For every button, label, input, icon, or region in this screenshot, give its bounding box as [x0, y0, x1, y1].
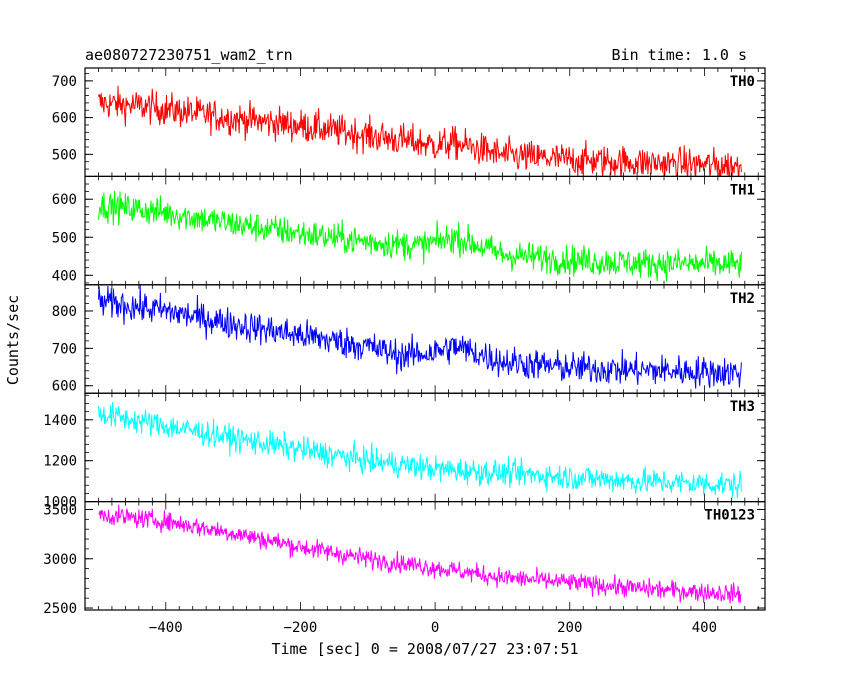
y-tick-label: 700 — [52, 341, 77, 357]
panel-frame — [84, 284, 766, 394]
y-tick-label: 600 — [52, 111, 77, 127]
y-tick-label: 800 — [52, 304, 77, 320]
y-tick-label: 600 — [52, 379, 77, 395]
y-tick-label: 500 — [52, 147, 77, 163]
panel-th1: 400 500 600 TH1 — [52, 175, 766, 286]
series-th1 — [98, 190, 742, 282]
panel-th2: 600 700 800 TH2 — [52, 284, 766, 395]
x-tick-label: 200 — [557, 620, 582, 636]
x-tick-label: −200 — [284, 620, 318, 636]
x-axis-label: Time [sec] 0 = 2008/07/27 23:07:51 — [271, 640, 578, 658]
panel-label-th0: TH0 — [730, 74, 755, 90]
series-th0123 — [98, 504, 742, 604]
y-tick-label: 700 — [52, 74, 77, 90]
y-tick-label: 1400 — [43, 413, 77, 429]
y-tick-label: 1200 — [43, 454, 77, 470]
y-tick-label: 400 — [52, 268, 77, 284]
y-axis-label: Counts/sec — [4, 295, 22, 385]
x-tick-label: 400 — [692, 620, 717, 636]
chart-title: ae080727230751_wam2_trn — [85, 46, 293, 64]
bin-time-label: Bin time: 1.0 s — [612, 46, 747, 64]
panel-th0: 500 600 700 TH0 — [52, 67, 766, 178]
panel-label-th3: TH3 — [730, 399, 755, 415]
panel-th0123: 2500 3000 3500 TH0123 — [43, 501, 766, 617]
y-tick-label: 600 — [52, 192, 77, 208]
series-th3 — [98, 401, 742, 499]
y-tick-label: 3000 — [43, 552, 77, 568]
y-tick-label: 500 — [52, 230, 77, 246]
y-tick-label: 1000 — [43, 495, 77, 511]
x-tick-label: 0 — [431, 620, 439, 636]
panel-label-th0123: TH0123 — [704, 508, 755, 524]
series-th2 — [98, 285, 742, 389]
panel-frame — [84, 501, 766, 611]
panel-label-th2: TH2 — [730, 291, 755, 307]
series-th0 — [98, 85, 742, 177]
x-tick-label: −400 — [149, 620, 183, 636]
y-tick-label: 3500 — [43, 502, 77, 518]
panel-label-th1: TH1 — [730, 182, 755, 198]
panel-th3: 1000 1200 1400 TH3 — [43, 392, 766, 511]
y-tick-label: 2500 — [43, 601, 77, 617]
